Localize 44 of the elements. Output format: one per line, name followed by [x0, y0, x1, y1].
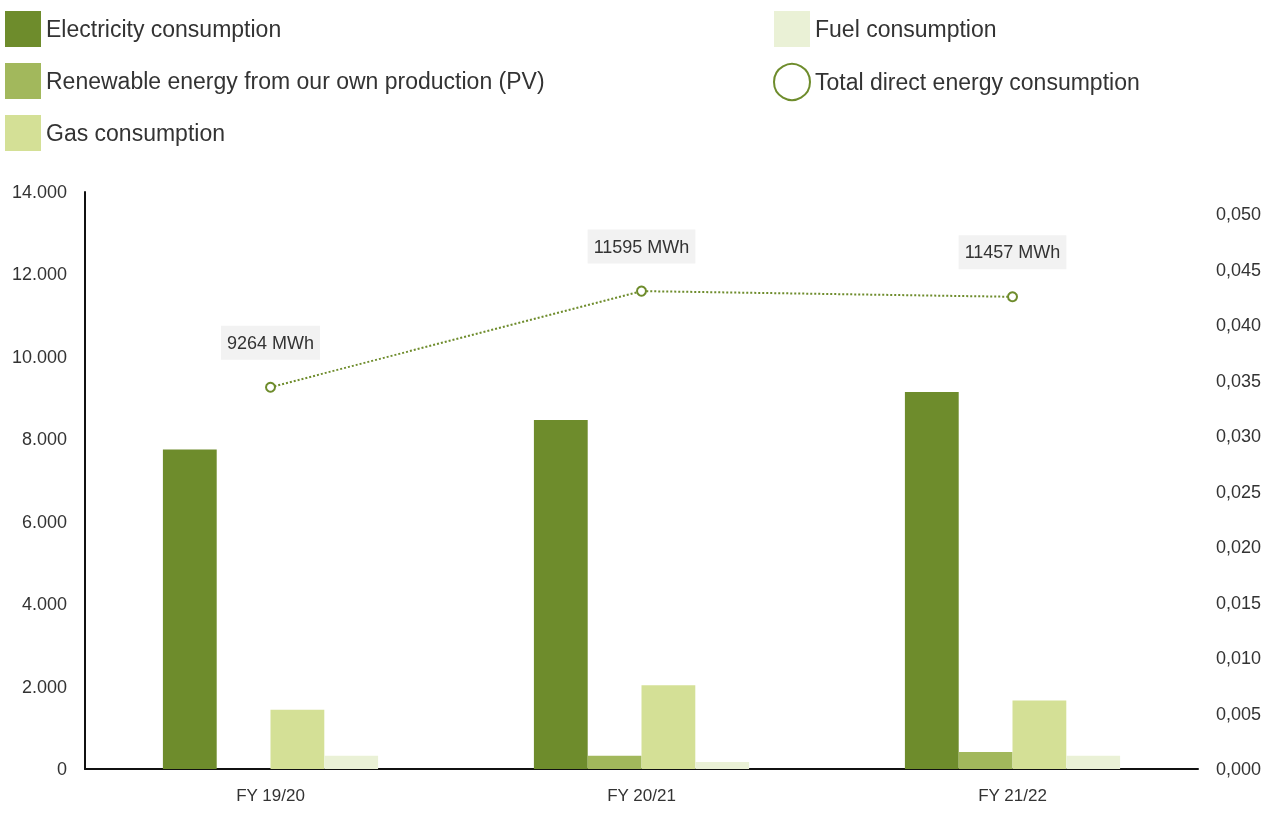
- bar: [533, 419, 588, 769]
- y2-tick-label: 0,040: [1216, 315, 1262, 336]
- bar: [162, 449, 217, 769]
- x-tick-label: FY 21/22: [978, 786, 1047, 805]
- bar: [270, 709, 325, 769]
- legend-label: Electricity consumption: [46, 16, 282, 42]
- bar: [695, 761, 750, 769]
- y2-tick-label: 0,050: [1216, 204, 1262, 225]
- legend-label: Gas consumption: [46, 120, 225, 146]
- y2-tick-label: 0,030: [1216, 426, 1262, 447]
- y-tick-label: 14.000: [11, 182, 67, 202]
- x-tick-label: FY 20/21: [607, 786, 676, 805]
- legend-label: Total direct energy consumption: [815, 69, 1140, 95]
- bar: [587, 755, 642, 769]
- y2-tick-label: 0,035: [1216, 370, 1262, 391]
- y2-tick-label: 0,000: [1216, 759, 1262, 779]
- bar: [641, 685, 696, 769]
- y2-tick-label: 0,015: [1216, 592, 1262, 613]
- point: [636, 285, 647, 297]
- point: [1007, 291, 1018, 303]
- point: [265, 381, 276, 393]
- y2-tick-label: 0,045: [1216, 259, 1262, 280]
- data-label: 11457 MWh: [964, 242, 1061, 263]
- y-tick-label: 10.000: [11, 346, 67, 367]
- bar: [958, 752, 1013, 769]
- bar: [324, 755, 379, 769]
- x-tick-label: FY 19/20: [236, 786, 305, 805]
- bar: [904, 391, 959, 769]
- y-tick-label: 12.000: [11, 264, 67, 285]
- y2-tick-label: 0,005: [1216, 703, 1262, 724]
- legend-label: Fuel consumption: [815, 16, 997, 42]
- y-tick-label: 6.000: [21, 511, 67, 532]
- bar: [1012, 700, 1067, 769]
- y2-tick-label: 0,025: [1216, 481, 1262, 502]
- y2-tick-label: 0,010: [1216, 648, 1262, 669]
- data-label: 11595 MWh: [593, 236, 690, 257]
- y2-tick-label: 0,020: [1216, 537, 1262, 558]
- bar: [1066, 755, 1121, 769]
- y-tick-label: 4.000: [21, 594, 67, 615]
- y-tick-label: 8.000: [21, 429, 67, 450]
- y-tick-label: 2.000: [21, 676, 67, 697]
- legend-label: Renewable energy from our own production (PV): [46, 68, 545, 94]
- data-label: 9264 MWh: [226, 332, 315, 353]
- y-tick-label: 0: [56, 759, 67, 779]
